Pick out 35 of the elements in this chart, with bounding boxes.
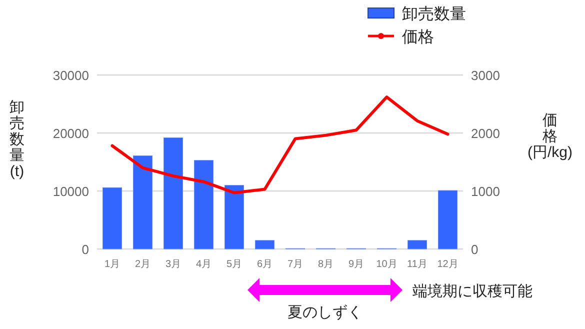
y2-axis-title: 価格(円/kg) xyxy=(528,112,573,161)
legend-label: 価格 xyxy=(402,29,434,46)
legend-label: 卸売数量 xyxy=(402,5,466,23)
x-tick-label: 9月 xyxy=(348,259,364,270)
text: 夏のしずく xyxy=(288,304,362,321)
x-tick-label: 7月 xyxy=(287,259,304,270)
bar xyxy=(438,190,458,250)
bar xyxy=(164,137,183,250)
x-tick-label: 12月 xyxy=(437,259,458,270)
bar xyxy=(133,155,152,250)
y2-tick-label: 1000 xyxy=(471,184,500,199)
y2-tick-label: 3000 xyxy=(471,68,500,83)
x-tick-label: 6月 xyxy=(256,259,273,270)
bar xyxy=(194,160,214,250)
y-tick-label: 30000 xyxy=(52,68,89,83)
bar xyxy=(224,185,244,250)
y-axis-title: 卸売数量(t) xyxy=(10,99,24,180)
y-tick-label: 20000 xyxy=(52,126,89,141)
y2-tick-label: 0 xyxy=(471,242,478,257)
text: 端境期に収穫可能 xyxy=(412,283,532,300)
x-tick-label: 5月 xyxy=(226,259,242,270)
x-tick-label: 11月 xyxy=(407,259,428,270)
bar xyxy=(408,240,427,250)
x-tick-label: 2月 xyxy=(134,259,151,270)
x-tick-label: 10月 xyxy=(376,259,398,270)
x-tick-label: 4月 xyxy=(196,259,212,270)
x-tick-label: 3月 xyxy=(165,259,182,270)
bar xyxy=(102,187,122,250)
x-tick-label: 1月 xyxy=(104,259,120,270)
y2-tick-label: 2000 xyxy=(471,126,500,141)
x-tick-label: 8月 xyxy=(318,259,334,270)
line-series xyxy=(110,96,450,194)
bar xyxy=(255,240,274,250)
y-tick-label: 0 xyxy=(82,242,89,257)
y-tick-label: 10000 xyxy=(52,184,89,199)
